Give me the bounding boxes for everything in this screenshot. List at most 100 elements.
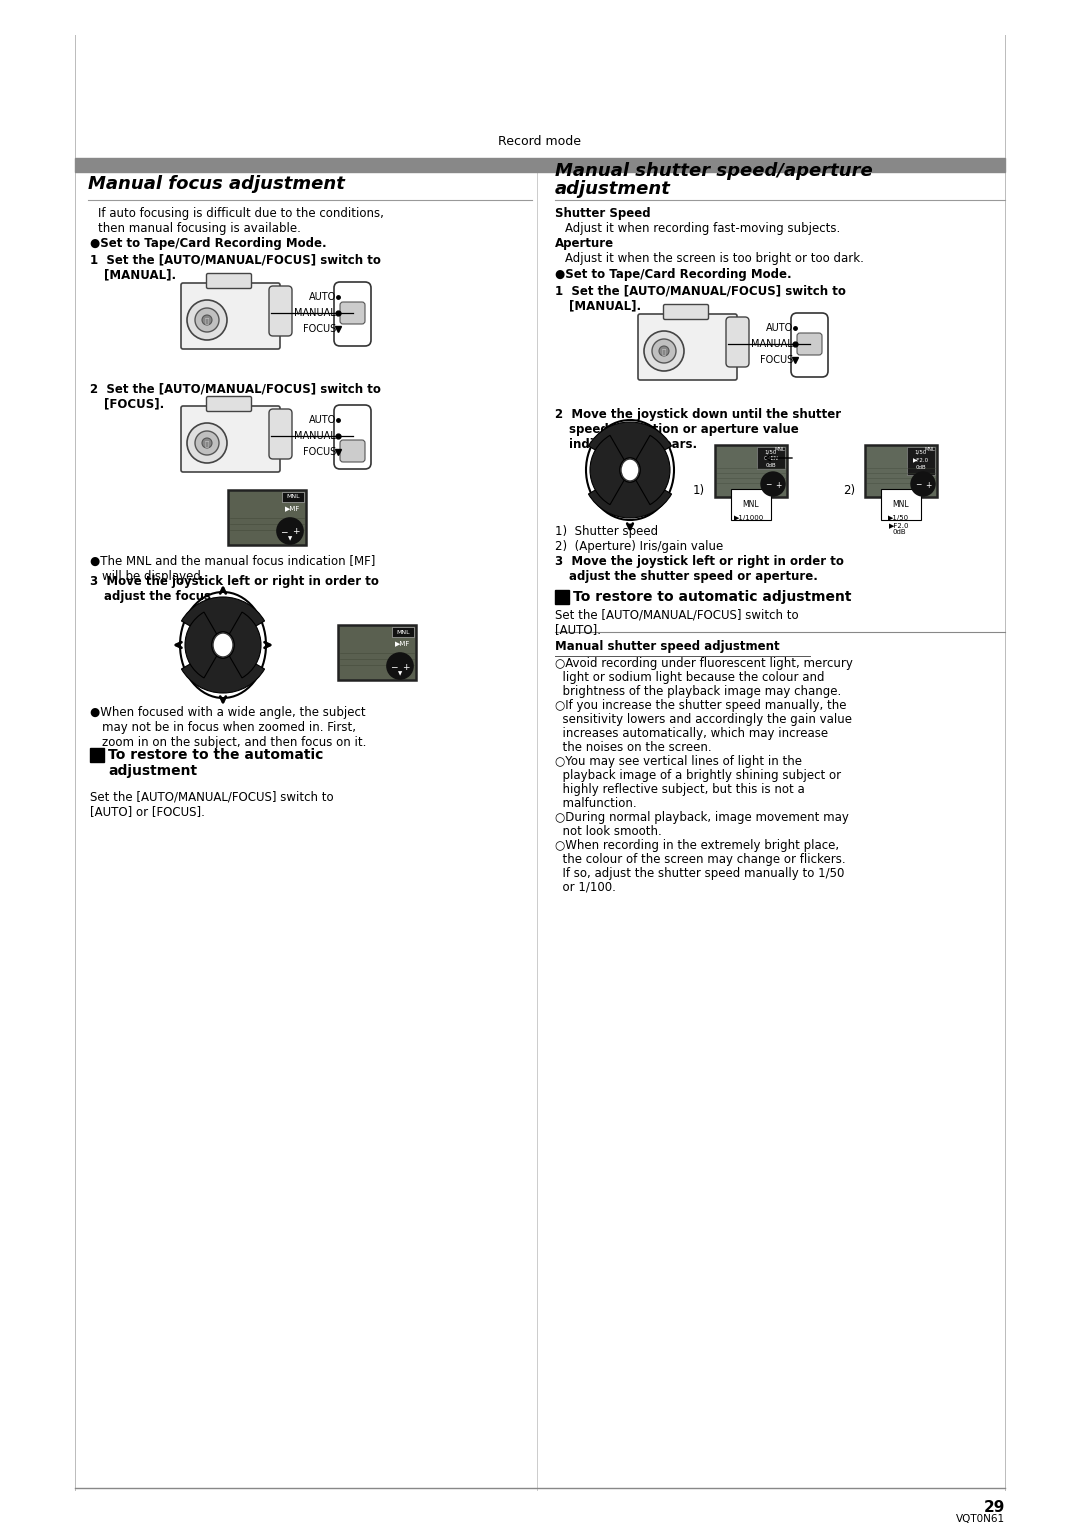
Wedge shape bbox=[181, 597, 265, 645]
Text: ▶MF: ▶MF bbox=[285, 505, 300, 511]
Text: 1/50: 1/50 bbox=[915, 449, 928, 455]
FancyBboxPatch shape bbox=[638, 314, 737, 380]
Text: Ⓑ: Ⓑ bbox=[205, 441, 210, 447]
Text: adjustment: adjustment bbox=[555, 180, 671, 198]
Text: brightness of the playback image may change.: brightness of the playback image may cha… bbox=[555, 685, 841, 697]
Text: malfunction.: malfunction. bbox=[555, 797, 636, 810]
Text: may not be in focus when zoomed in. First,: may not be in focus when zoomed in. Firs… bbox=[102, 720, 356, 734]
Text: 3  Move the joystick left or right in order to: 3 Move the joystick left or right in ord… bbox=[555, 555, 843, 568]
Wedge shape bbox=[589, 423, 672, 470]
Bar bbox=[75, 159, 1005, 172]
Text: ●Set to Tape/Card Recording Mode.: ●Set to Tape/Card Recording Mode. bbox=[555, 269, 792, 281]
FancyBboxPatch shape bbox=[340, 439, 365, 462]
Text: +: + bbox=[402, 662, 409, 671]
Circle shape bbox=[202, 438, 212, 449]
Text: highly reflective subject, but this is not a: highly reflective subject, but this is n… bbox=[555, 783, 805, 797]
Text: 2)  (Aperture) Iris/gain value: 2) (Aperture) Iris/gain value bbox=[555, 540, 724, 552]
Text: [FOCUS].: [FOCUS]. bbox=[104, 397, 164, 410]
Circle shape bbox=[912, 472, 935, 496]
Text: the noises on the screen.: the noises on the screen. bbox=[555, 742, 712, 754]
Circle shape bbox=[659, 346, 669, 356]
Circle shape bbox=[644, 331, 684, 371]
Text: AUTO: AUTO bbox=[309, 415, 336, 426]
Bar bbox=[228, 490, 306, 545]
FancyBboxPatch shape bbox=[206, 273, 252, 288]
Text: adjust the focus.: adjust the focus. bbox=[104, 591, 216, 603]
Text: To restore to automatic adjustment: To restore to automatic adjustment bbox=[573, 591, 851, 604]
Text: indication appears.: indication appears. bbox=[569, 438, 697, 452]
Text: If so, adjust the shutter speed manually to 1/50: If so, adjust the shutter speed manually… bbox=[555, 867, 845, 881]
Text: Set the [AUTO/MANUAL/FOCUS] switch to: Set the [AUTO/MANUAL/FOCUS] switch to bbox=[90, 790, 334, 803]
Text: +: + bbox=[774, 481, 781, 490]
Text: +: + bbox=[924, 481, 931, 490]
Text: 0dB: 0dB bbox=[916, 465, 927, 470]
Circle shape bbox=[202, 314, 212, 325]
Bar bbox=[555, 591, 569, 604]
Text: Adjust it when the screen is too bright or too dark.: Adjust it when the screen is too bright … bbox=[565, 252, 864, 266]
Text: Aperture: Aperture bbox=[555, 237, 615, 250]
Text: 2): 2) bbox=[843, 484, 855, 497]
Text: MNL: MNL bbox=[743, 501, 759, 510]
Text: ▶1/1000: ▶1/1000 bbox=[734, 514, 765, 520]
Text: [AUTO] or [FOCUS].: [AUTO] or [FOCUS]. bbox=[90, 806, 205, 818]
Text: 3  Move the joystick left or right in order to: 3 Move the joystick left or right in ord… bbox=[90, 575, 379, 588]
Text: Manual shutter speed/aperture: Manual shutter speed/aperture bbox=[555, 162, 873, 180]
Text: 2  Move the joystick down until the shutter: 2 Move the joystick down until the shutt… bbox=[555, 407, 841, 421]
Text: Record mode: Record mode bbox=[499, 134, 581, 148]
Text: then manual focusing is available.: then manual focusing is available. bbox=[98, 221, 301, 235]
Text: ○When recording in the extremely bright place,: ○When recording in the extremely bright … bbox=[555, 839, 839, 852]
Ellipse shape bbox=[586, 420, 674, 520]
Ellipse shape bbox=[620, 458, 640, 482]
Text: 1  Set the [AUTO/MANUAL/FOCUS] switch to: 1 Set the [AUTO/MANUAL/FOCUS] switch to bbox=[90, 253, 381, 266]
Wedge shape bbox=[590, 435, 630, 505]
Text: zoom in on the subject, and then focus on it.: zoom in on the subject, and then focus o… bbox=[102, 736, 366, 749]
Text: 0dB: 0dB bbox=[766, 462, 777, 468]
Text: ○During normal playback, image movement may: ○During normal playback, image movement … bbox=[555, 810, 849, 824]
Circle shape bbox=[387, 653, 413, 679]
Text: ▶MF: ▶MF bbox=[395, 639, 410, 645]
Bar bbox=[90, 748, 104, 761]
Text: MANUAL: MANUAL bbox=[294, 430, 336, 441]
Ellipse shape bbox=[213, 633, 233, 658]
Text: −: − bbox=[765, 481, 771, 490]
Text: 1/50: 1/50 bbox=[765, 449, 778, 455]
FancyBboxPatch shape bbox=[340, 302, 365, 324]
Text: ○Avoid recording under fluorescent light, mercury: ○Avoid recording under fluorescent light… bbox=[555, 658, 853, 670]
Text: speed indication or aperture value: speed indication or aperture value bbox=[569, 423, 799, 436]
Text: Shutter Speed: Shutter Speed bbox=[555, 208, 650, 220]
Text: MNL: MNL bbox=[396, 630, 409, 635]
Text: MNL: MNL bbox=[893, 501, 909, 510]
Text: ▼: ▼ bbox=[288, 537, 292, 542]
Text: or 1/100.: or 1/100. bbox=[555, 881, 616, 894]
Text: If auto focusing is difficult due to the conditions,: If auto focusing is difficult due to the… bbox=[98, 208, 383, 220]
Circle shape bbox=[195, 430, 219, 455]
Text: To restore to the automatic: To restore to the automatic bbox=[108, 748, 323, 761]
Ellipse shape bbox=[212, 632, 234, 658]
Bar bbox=[282, 491, 303, 502]
Text: MNL: MNL bbox=[774, 447, 785, 452]
Text: Set the [AUTO/MANUAL/FOCUS] switch to: Set the [AUTO/MANUAL/FOCUS] switch to bbox=[555, 607, 798, 621]
Text: −: − bbox=[915, 481, 921, 490]
Text: sensitivity lowers and accordingly the gain value: sensitivity lowers and accordingly the g… bbox=[555, 713, 852, 726]
Text: ●The MNL and the manual focus indication [MF]: ●The MNL and the manual focus indication… bbox=[90, 555, 376, 568]
Ellipse shape bbox=[180, 592, 266, 697]
FancyBboxPatch shape bbox=[181, 282, 280, 349]
Text: AUTO: AUTO bbox=[309, 291, 336, 302]
Text: Manual shutter speed adjustment: Manual shutter speed adjustment bbox=[555, 639, 780, 653]
Text: ●Set to Tape/Card Recording Mode.: ●Set to Tape/Card Recording Mode. bbox=[90, 237, 326, 250]
Text: Manual focus adjustment: Manual focus adjustment bbox=[87, 175, 345, 192]
Text: OPEN: OPEN bbox=[764, 456, 779, 461]
FancyBboxPatch shape bbox=[334, 282, 372, 346]
FancyBboxPatch shape bbox=[726, 317, 750, 366]
Text: ●When focused with a wide angle, the subject: ●When focused with a wide angle, the sub… bbox=[90, 707, 366, 719]
Text: adjustment: adjustment bbox=[108, 765, 198, 778]
FancyBboxPatch shape bbox=[269, 285, 292, 336]
Text: adjust the shutter speed or aperture.: adjust the shutter speed or aperture. bbox=[569, 571, 818, 583]
Circle shape bbox=[187, 301, 227, 340]
FancyBboxPatch shape bbox=[797, 333, 822, 356]
Text: Ⓑ: Ⓑ bbox=[662, 349, 666, 356]
Bar bbox=[338, 626, 416, 681]
Text: FOCUS: FOCUS bbox=[302, 324, 336, 334]
Text: −: − bbox=[390, 662, 397, 671]
Text: 1): 1) bbox=[693, 484, 705, 497]
